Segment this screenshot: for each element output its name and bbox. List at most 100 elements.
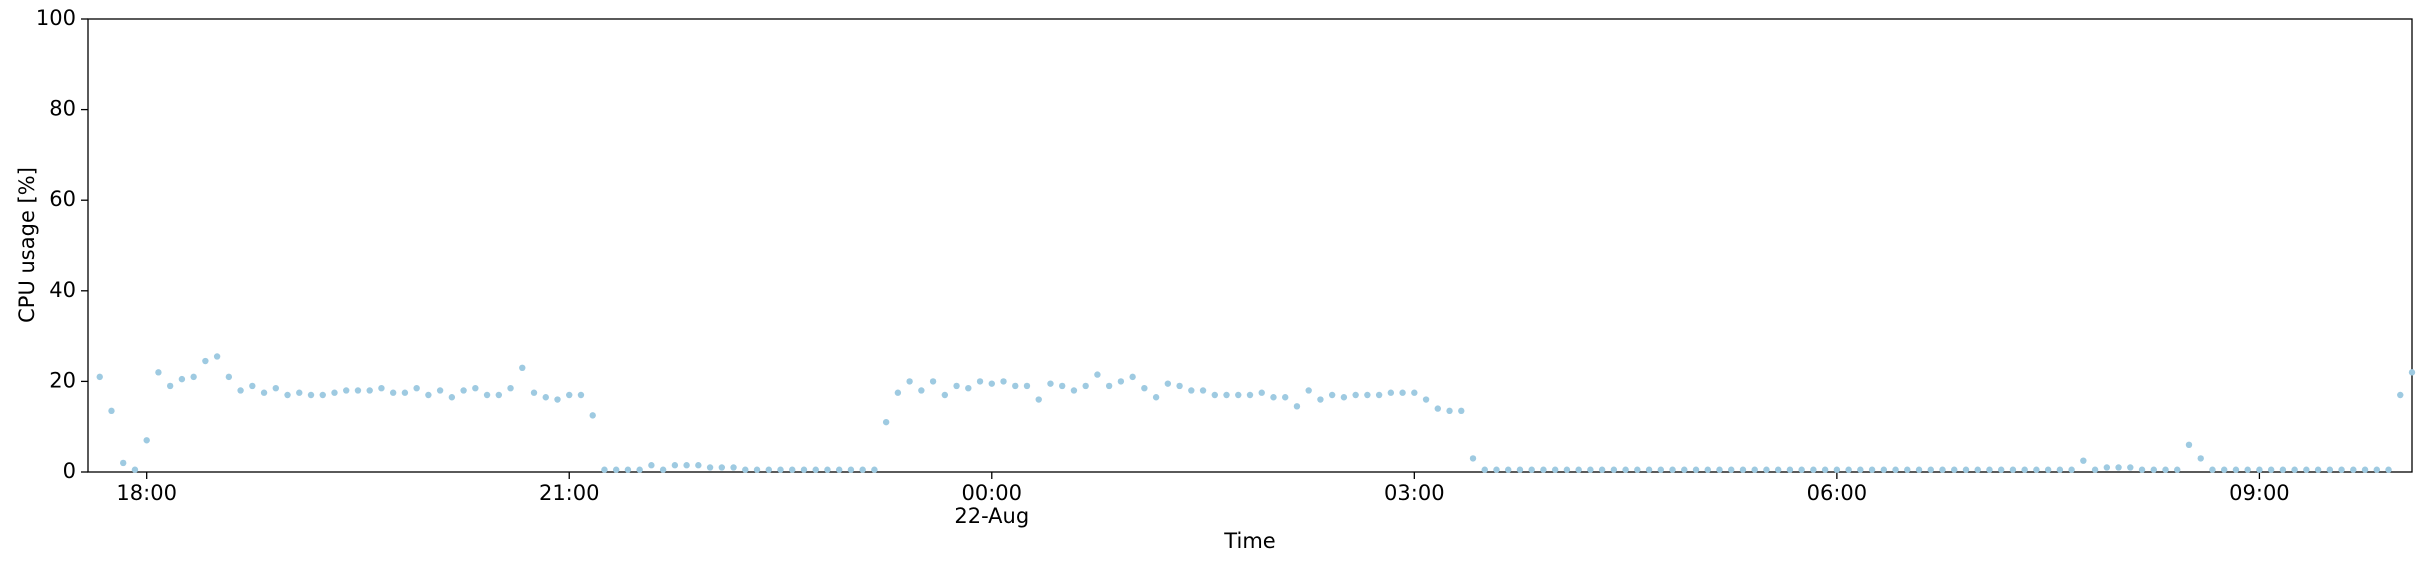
point (343, 387, 350, 394)
point (1035, 396, 1042, 403)
point (307, 391, 315, 399)
point (1728, 466, 1735, 473)
point (495, 391, 503, 399)
point (1669, 466, 1676, 473)
point (2127, 464, 2134, 471)
point (1880, 466, 1888, 473)
point (906, 378, 913, 385)
point (800, 466, 808, 473)
point (612, 466, 620, 473)
point (2021, 466, 2028, 473)
point (2267, 466, 2275, 473)
point (789, 466, 796, 473)
point (1129, 373, 1136, 381)
x-tick-label: 03:00 (1384, 481, 1445, 505)
point (1411, 389, 1418, 396)
point (718, 464, 726, 471)
point (284, 391, 291, 399)
point (483, 391, 491, 399)
point (108, 407, 115, 415)
point (695, 462, 702, 469)
point (2397, 391, 2404, 399)
point (659, 466, 667, 473)
point (237, 387, 244, 394)
point (319, 391, 326, 399)
point (859, 466, 866, 473)
point (2408, 369, 2416, 376)
point (753, 466, 761, 473)
point (1810, 466, 1817, 473)
point (1833, 466, 1841, 473)
point (1352, 391, 1359, 399)
x-tick-label: 09:00 (2229, 481, 2290, 505)
point (331, 389, 338, 396)
point (1962, 466, 1970, 473)
point (566, 391, 573, 399)
point (765, 466, 772, 473)
point (1387, 389, 1395, 396)
point (1469, 455, 1477, 462)
point (2244, 466, 2251, 473)
point (1235, 391, 1242, 399)
point (918, 387, 925, 394)
point (2221, 466, 2228, 473)
point (2103, 464, 2111, 471)
y-tick-label: 0 (63, 459, 76, 483)
y-tick-label: 60 (49, 187, 76, 211)
point (1082, 382, 1089, 390)
point (1821, 466, 1829, 473)
point (2314, 466, 2322, 473)
point (1070, 387, 1078, 394)
point (2044, 466, 2052, 473)
point (1188, 387, 1195, 394)
point (2256, 466, 2263, 473)
point (589, 412, 596, 419)
point (648, 462, 655, 469)
point (249, 382, 256, 390)
point (894, 389, 902, 396)
point (1622, 466, 1629, 473)
x-tick-sublabel: 22-Aug (954, 504, 1029, 528)
point (835, 466, 843, 473)
point (1199, 387, 1207, 394)
point (1915, 466, 1923, 473)
point (1997, 466, 2005, 473)
point (1857, 466, 1864, 473)
point (683, 462, 690, 469)
point (436, 387, 444, 394)
point (2080, 457, 2087, 464)
point (213, 353, 221, 360)
point (1047, 380, 1054, 387)
point (1141, 384, 1148, 392)
point (1939, 466, 1946, 473)
point (120, 459, 127, 467)
point (2338, 466, 2345, 473)
point (448, 394, 456, 401)
point (530, 389, 538, 396)
point (941, 391, 949, 399)
point (1751, 466, 1758, 473)
point (2185, 441, 2193, 449)
point (1610, 466, 1618, 473)
point (542, 394, 549, 401)
point (1645, 466, 1653, 473)
point (1551, 466, 1559, 473)
point (1094, 371, 1101, 378)
point (143, 437, 150, 444)
point (1434, 405, 1441, 412)
point (178, 375, 186, 383)
point (1763, 466, 1770, 473)
point (2009, 466, 2017, 473)
point (2068, 466, 2075, 473)
plot-frame (87, 18, 2413, 473)
point (2197, 455, 2204, 462)
point (1563, 466, 1571, 473)
point (2232, 466, 2240, 473)
point (1904, 466, 1911, 473)
x-tick-label: 06:00 (1807, 481, 1868, 505)
point (2291, 466, 2298, 473)
point (2303, 466, 2310, 473)
point (1446, 407, 1453, 415)
point (1246, 391, 1254, 399)
